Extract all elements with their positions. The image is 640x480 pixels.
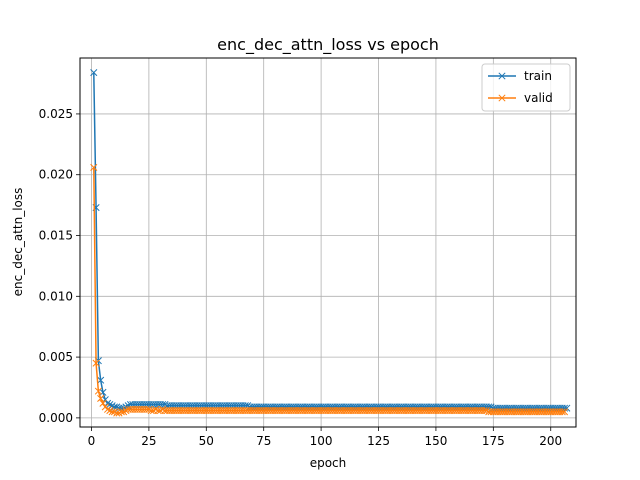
grid	[80, 58, 576, 427]
data-point-train	[90, 69, 98, 77]
data-point-train	[108, 402, 116, 410]
x-tick-label: 50	[199, 434, 214, 448]
x-tick-label: 175	[482, 434, 505, 448]
y-tick-label: 0.015	[39, 229, 73, 243]
data-point-valid	[560, 408, 569, 416]
data-point-train	[161, 400, 169, 409]
data-point-train	[99, 388, 107, 396]
data-point-valid	[147, 407, 155, 415]
y-tick-label: 0.005	[39, 350, 73, 364]
legend-entries: train valid	[488, 69, 553, 105]
x-tick-label: 100	[310, 434, 333, 448]
data-point-valid	[145, 405, 153, 413]
data-point-valid	[154, 407, 162, 415]
data-point-train	[106, 400, 114, 409]
data-point-valid	[143, 405, 151, 413]
data-point-train	[563, 404, 571, 412]
legend-entry-train: train	[488, 69, 552, 83]
data-point-valid	[152, 405, 160, 413]
y-axis-label: enc_dec_attn_loss	[11, 188, 25, 297]
y-tick-label: 0.000	[39, 411, 73, 425]
data-point-valid	[122, 407, 130, 415]
y-tick-label: 0.010	[39, 289, 73, 303]
x-tick-label: 0	[88, 434, 96, 448]
x-axis-label: epoch	[310, 456, 347, 470]
data-point-valid	[117, 408, 125, 416]
x-tick-label: 125	[367, 434, 390, 448]
data-point-valid	[92, 359, 100, 367]
data-point-valid	[480, 407, 488, 415]
data-point-valid	[110, 408, 118, 416]
data-point-valid	[558, 408, 566, 416]
x-tick-label: 200	[539, 434, 562, 448]
series-layer	[90, 69, 571, 417]
y-tick-label: 0.020	[39, 168, 73, 182]
x-tick-label: 150	[424, 434, 447, 448]
legend-label-train: train	[524, 69, 552, 83]
data-point-valid	[94, 387, 102, 395]
legend-marker-train	[498, 72, 506, 80]
data-point-valid	[106, 407, 114, 415]
legend: train valid	[481, 63, 571, 112]
data-point-train	[97, 376, 105, 384]
y-axis-ticks: 0.000 0.005 0.010 0.015 0.020 0.025	[39, 107, 80, 425]
series-valid	[90, 163, 569, 417]
data-point-valid	[99, 399, 107, 407]
plot-frame	[79, 57, 577, 428]
legend-marker-valid	[498, 94, 506, 102]
data-point-valid	[113, 409, 121, 417]
data-point-valid	[115, 409, 123, 417]
data-point-valid	[482, 407, 490, 415]
legend-entry-valid: valid	[488, 91, 553, 105]
data-point-valid	[120, 408, 128, 416]
legend-label-valid: valid	[524, 91, 553, 105]
data-point-valid	[104, 405, 112, 413]
chart-title: enc_dec_attn_loss vs epoch	[217, 35, 439, 55]
x-axis-ticks: 0 25 50 75 100 125 150 175 200	[88, 427, 562, 448]
data-point-valid	[108, 408, 116, 416]
x-tick-label: 25	[141, 434, 156, 448]
plot-area	[80, 58, 576, 427]
x-tick-label: 75	[256, 434, 271, 448]
data-point-valid	[90, 163, 98, 171]
data-point-valid	[97, 394, 105, 402]
y-tick-label: 0.025	[39, 107, 73, 121]
data-point-valid	[159, 405, 167, 413]
